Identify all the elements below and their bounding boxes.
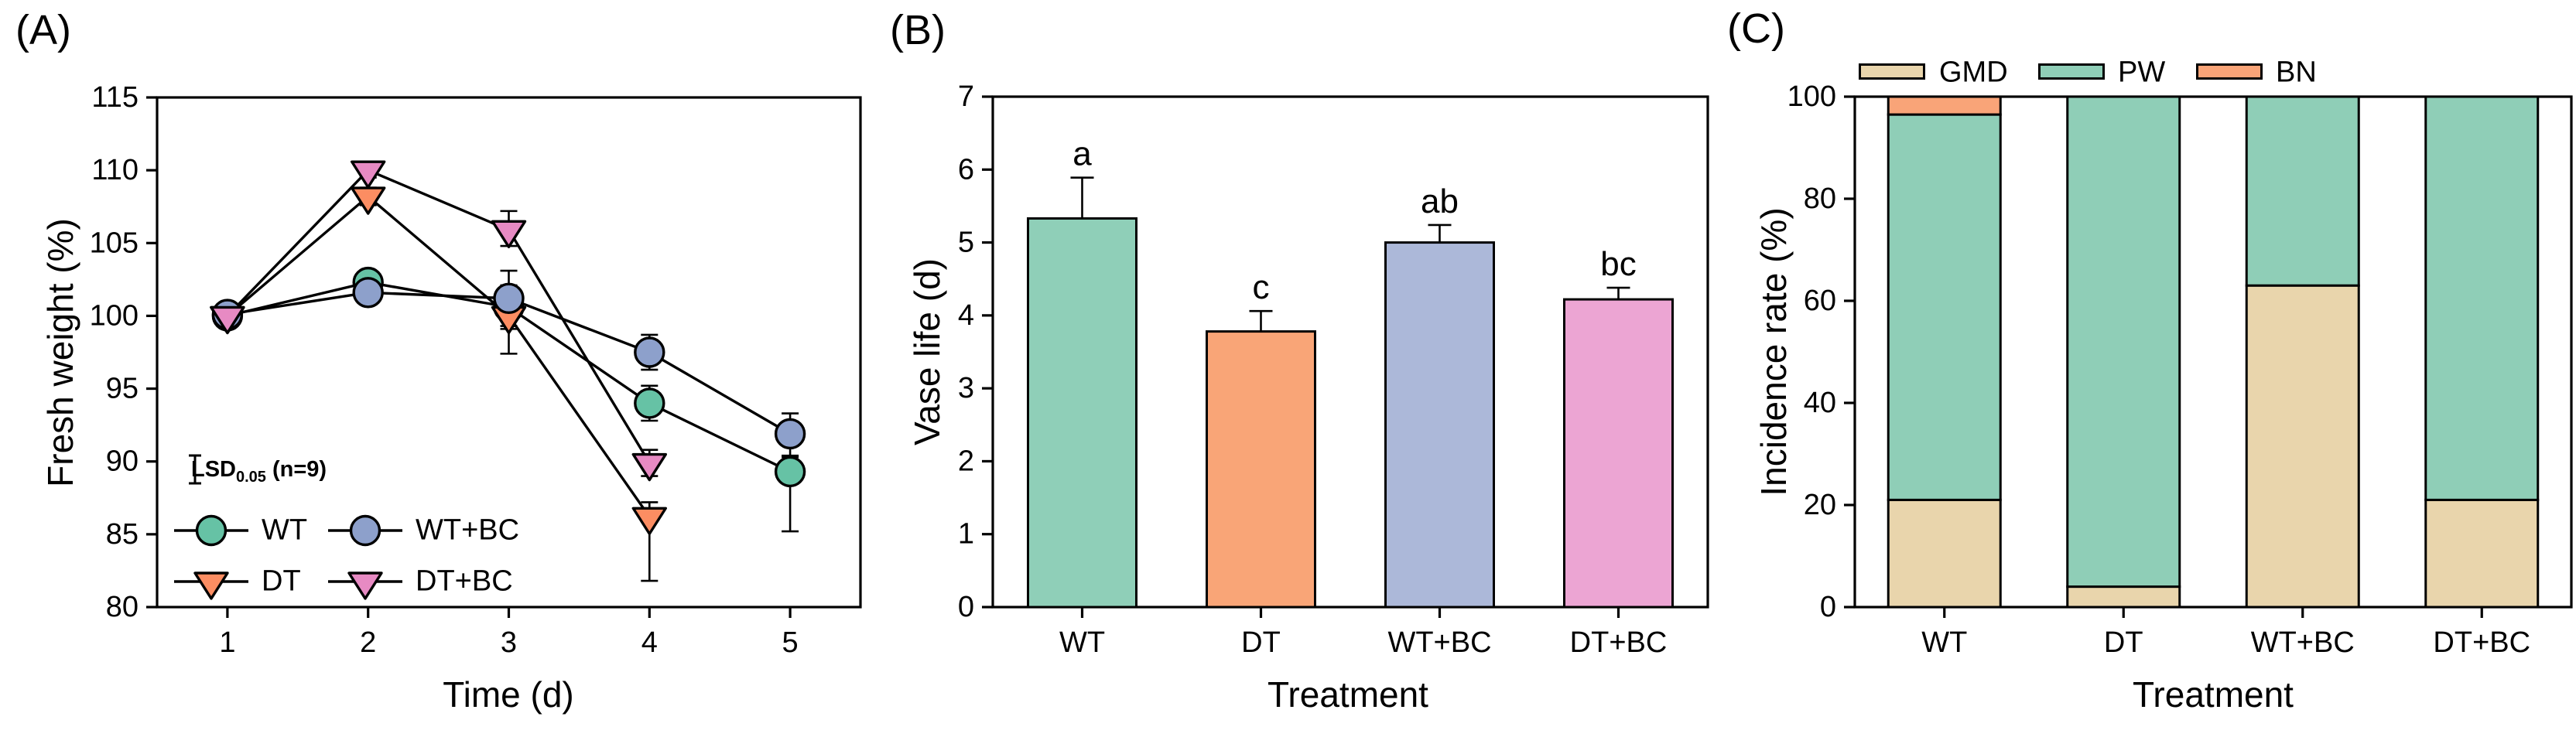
y-tick-label: 80 [1804,183,1836,215]
x-tick-label: DT+BC [1570,626,1668,659]
pw-swatch-icon [2038,63,2105,80]
legend-label-dt-bc: DT+BC [416,565,513,598]
data-point-WT+BC [493,282,525,315]
axis-frame [991,95,1709,609]
panel-a-y-axis-title: Fresh weight (%) [40,218,80,487]
y-tick-label: 0 [1820,591,1836,623]
sig-letter: c [1253,268,1270,306]
y-tick-label: 110 [91,154,139,186]
segment-GMD-WT [1887,498,2002,609]
data-point-DT+BC [210,305,245,335]
y-tick-label: 4 [958,299,974,332]
axis-frame [1853,95,2573,609]
y-tick-label: 100 [90,299,139,332]
bar-DT [1206,330,1316,609]
y-tick-label: 60 [1804,285,1836,317]
data-point-DT+BC [351,160,386,189]
data-point-DT+BC [631,452,667,482]
y-tick-label: 3 [958,372,974,404]
panel-b-y-axis-title: Vase life (d) [907,258,947,446]
x-tick-label: DT [1241,626,1281,659]
y-tick-label: 80 [106,591,139,623]
y-tick-label: 90 [106,445,139,478]
segment-PW-WT [1887,113,2002,501]
panel-a-x-axis-title: Time (d) [443,674,574,715]
segment-PW-WT+BC [2245,95,2360,287]
x-tick-label: 2 [360,626,376,659]
data-point-WT+BC [634,336,665,368]
x-tick-label: WT [1921,626,1967,659]
fresh-weight-line-chart: 80 85 90 95 100 105 110 115 1 2 3 4 5 [90,81,862,659]
panel-a-label: (A) [15,7,71,53]
x-tick-label: 5 [782,626,799,659]
lsd-annotation: LSD0.05 (n=9) [187,452,327,486]
segment-GMD-WT+BC [2245,284,2360,609]
data-point-DT [631,507,667,535]
x-tick-label: 3 [501,626,517,659]
y-tick-label: 105 [90,227,139,259]
panel-c-x-axis-title: Treatment [2133,674,2294,715]
y-tick-label: 0 [958,591,974,623]
panel-c-label: (C) [1727,5,1785,52]
sig-letter: bc [1600,245,1636,283]
sig-letter: a [1072,135,1092,173]
legend-label-gmd: GMD [1939,56,2008,89]
segment-BN-WT [1887,95,2002,116]
x-tick-label: 1 [219,626,235,659]
bn-swatch-icon [2196,63,2263,80]
y-tick-label: 1 [958,518,974,551]
x-tick-label: 4 [641,626,658,659]
legend-label-pw: PW [2118,56,2166,89]
y-tick-label: 6 [958,153,974,186]
x-tick-label: WT+BC [2251,626,2355,659]
x-tick-label: DT+BC [2433,626,2530,659]
sig-letter: ab [1421,183,1459,220]
incidence-rate-stacked-chart: 0 20 40 60 80 100 WT DT WT+BC DT+BC [1787,80,2573,659]
segment-GMD-DT+BC [2424,498,2540,609]
data-point-DT [351,186,386,215]
data-point-WT+BC [774,418,806,450]
y-tick-label: 40 [1804,387,1836,419]
y-tick-label: 100 [1787,80,1836,113]
dt-marker-icon [174,572,248,600]
gmd-swatch-icon [1859,63,1925,80]
x-tick-label: WT [1059,626,1105,659]
series-line-DT+BC [226,169,651,464]
panel-c-y-axis-title: Incidence rate (%) [1753,207,1794,496]
panel-b-label: (B) [890,7,946,53]
y-tick-label: 95 [106,373,139,405]
data-point-WT [774,456,806,488]
bar-DT+BC [1563,298,1674,609]
data-point-DT+BC [491,220,527,249]
x-tick-label: WT+BC [1387,626,1491,659]
legend-label-wt: WT [262,514,308,547]
lsd-annotation-text: LSD0.05 (n=9) [191,457,327,486]
bar-WT+BC [1384,241,1495,609]
panel-b-x-axis-title: Treatment [1267,674,1428,715]
x-tick-label: DT [2104,626,2143,659]
legend-label-bn: BN [2276,56,2317,89]
legend-label-dt: DT [262,565,301,598]
dt-bc-marker-icon [328,572,402,600]
y-tick-label: 7 [958,80,974,113]
bar-WT [1027,217,1137,609]
data-point-WT+BC [352,277,384,309]
series-line-DT [226,194,651,518]
y-tick-label: 115 [91,81,139,114]
y-tick-label: 5 [958,227,974,259]
y-tick-label: 2 [958,445,974,477]
error-bar-icon [189,454,201,485]
wt-marker-icon [174,514,248,547]
vase-life-bar-chart: 0 1 2 3 4 5 6 7 a WT c DT ab WT+BC bc DT+BC [958,80,1709,659]
y-tick-label: 85 [106,518,139,551]
data-point-WT [634,387,665,419]
segment-PW-DT+BC [2424,95,2540,501]
wt-bc-marker-icon [328,514,402,547]
segment-PW-DT [2066,95,2181,589]
legend-label-wt-bc: WT+BC [416,514,520,547]
segment-GMD-DT [2066,585,2181,609]
y-tick-label: 20 [1804,489,1836,521]
